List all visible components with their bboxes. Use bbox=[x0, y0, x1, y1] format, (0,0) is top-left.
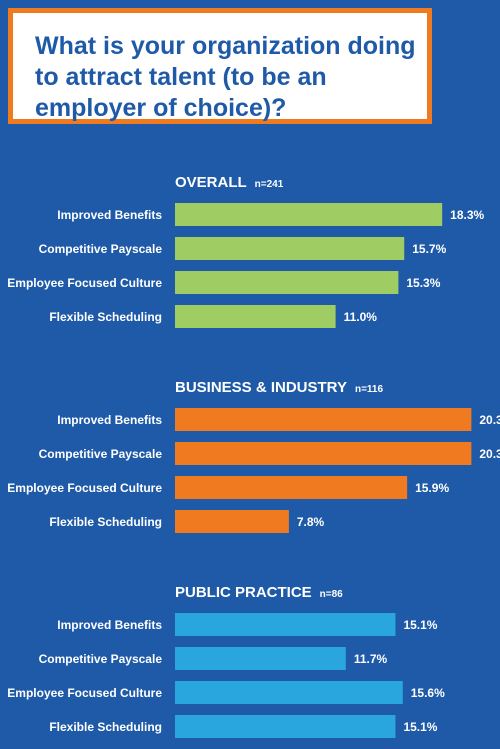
value-label: 20.3% bbox=[479, 447, 500, 461]
bar bbox=[175, 510, 289, 533]
bar bbox=[175, 647, 346, 670]
category-label: Flexible Scheduling bbox=[49, 310, 162, 324]
value-label: 20.3% bbox=[479, 413, 500, 427]
value-label: 11.7% bbox=[354, 652, 388, 666]
panel-title: PUBLIC PRACTICE bbox=[175, 584, 312, 601]
value-label: 15.7% bbox=[412, 242, 446, 256]
bar bbox=[175, 237, 405, 260]
title-box: What is your organization doing to attra… bbox=[8, 8, 432, 124]
category-label: Improved Benefits bbox=[57, 413, 162, 427]
category-label: Employee Focused Culture bbox=[7, 481, 162, 495]
bar bbox=[175, 203, 443, 226]
bar bbox=[175, 715, 396, 738]
category-label: Competitive Payscale bbox=[39, 652, 163, 666]
page-title: What is your organization doing to attra… bbox=[35, 32, 416, 122]
bar bbox=[175, 476, 408, 499]
category-label: Flexible Scheduling bbox=[49, 515, 162, 529]
value-label: 11.0% bbox=[344, 310, 378, 324]
value-label: 15.6% bbox=[411, 686, 445, 700]
bar bbox=[175, 305, 336, 328]
value-label: 15.1% bbox=[403, 720, 437, 734]
panel-n-label: n=241 bbox=[255, 179, 284, 190]
value-label: 15.3% bbox=[406, 276, 440, 290]
category-label: Competitive Payscale bbox=[39, 447, 163, 461]
category-label: Employee Focused Culture bbox=[7, 686, 162, 700]
category-label: Improved Benefits bbox=[57, 618, 162, 632]
panel-title: OVERALL bbox=[175, 174, 247, 191]
category-label: Employee Focused Culture bbox=[7, 276, 162, 290]
panel-title: BUSINESS & INDUSTRY bbox=[175, 379, 347, 396]
value-label: 18.3% bbox=[450, 208, 484, 222]
value-label: 15.1% bbox=[403, 618, 437, 632]
category-label: Competitive Payscale bbox=[39, 242, 163, 256]
category-label: Flexible Scheduling bbox=[49, 720, 162, 734]
category-label: Improved Benefits bbox=[57, 208, 162, 222]
panel-n-label: n=86 bbox=[320, 589, 344, 600]
value-label: 7.8% bbox=[297, 515, 325, 529]
bar bbox=[175, 681, 403, 704]
bar bbox=[175, 442, 472, 465]
bar bbox=[175, 271, 399, 294]
bar bbox=[175, 613, 396, 636]
bar bbox=[175, 408, 472, 431]
panel-n-label: n=116 bbox=[355, 384, 384, 395]
value-label: 15.9% bbox=[415, 481, 449, 495]
